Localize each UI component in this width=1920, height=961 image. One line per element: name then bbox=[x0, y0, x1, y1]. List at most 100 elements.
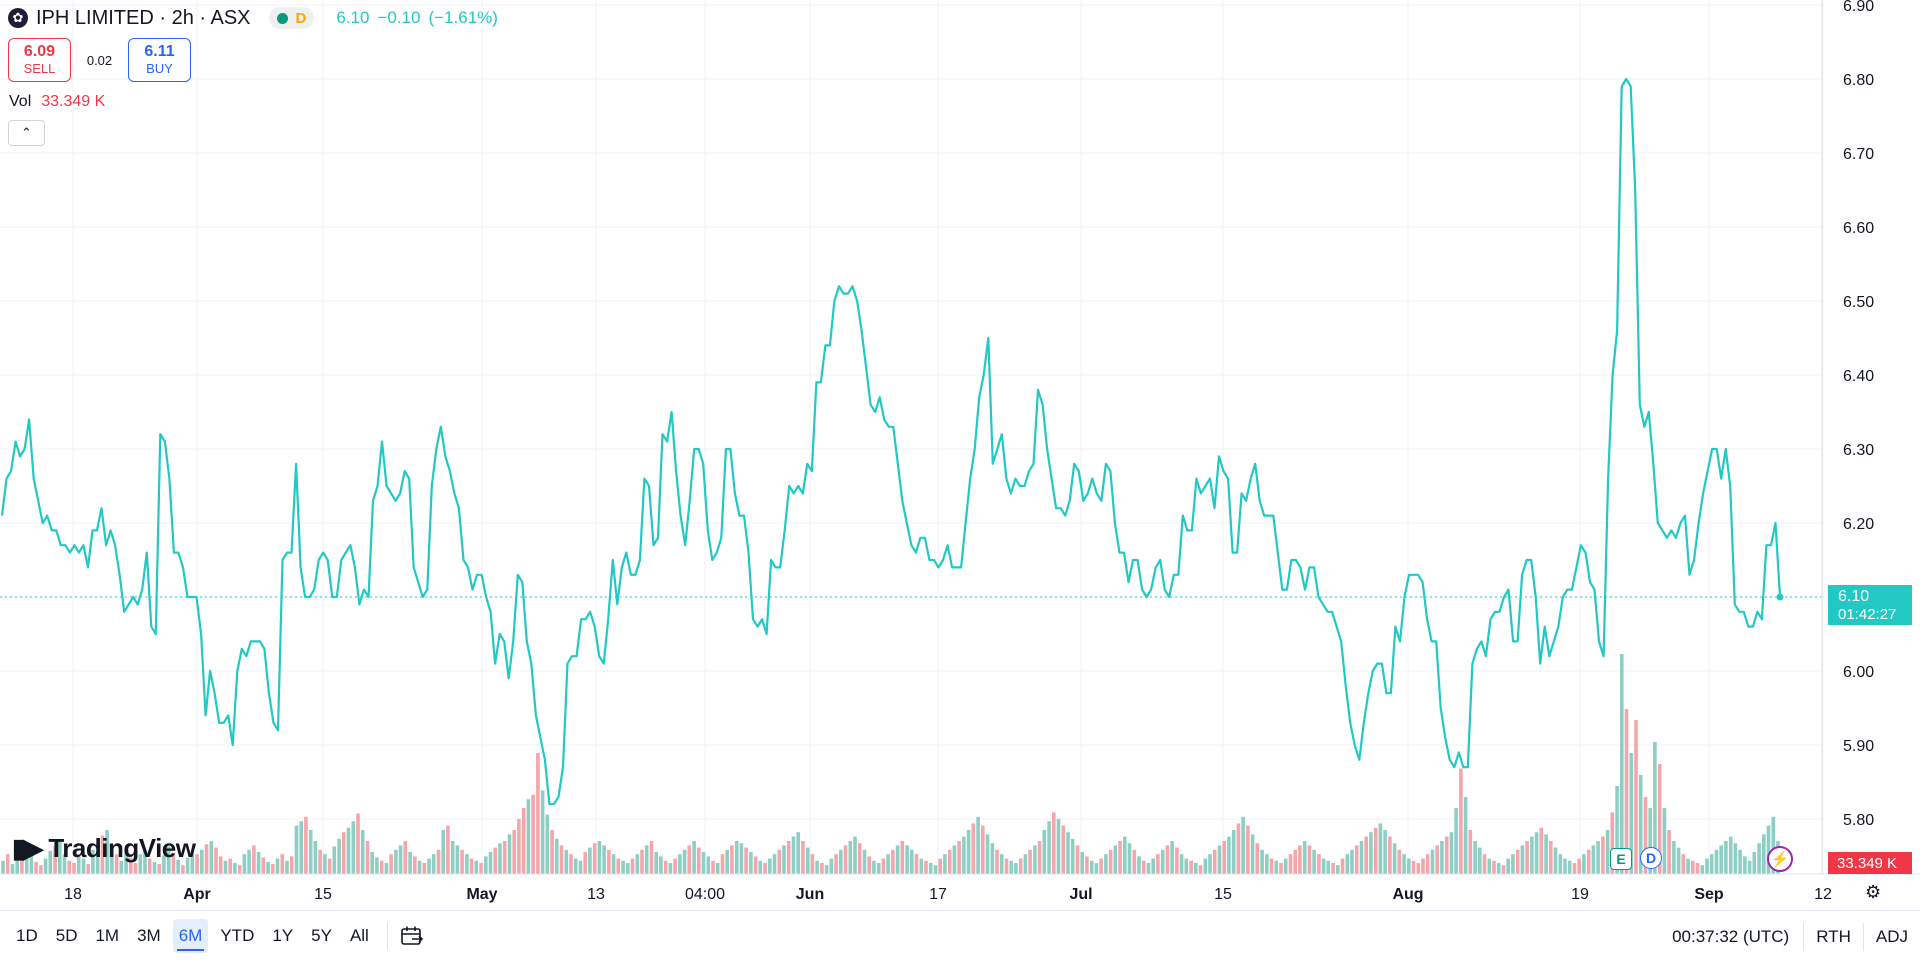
volume-bar bbox=[1265, 854, 1269, 874]
volume-bar bbox=[62, 854, 67, 874]
volume-bar bbox=[133, 863, 138, 874]
range-6m-button[interactable]: 6M bbox=[172, 919, 209, 953]
range-ytd-button[interactable]: YTD bbox=[220, 926, 255, 945]
volume-bar bbox=[1653, 742, 1657, 874]
volume-bar bbox=[1279, 863, 1283, 874]
earnings-event-icon[interactable]: E bbox=[1610, 848, 1632, 870]
volume-bar bbox=[1643, 797, 1648, 874]
volume-bar bbox=[1056, 819, 1061, 874]
calendar-goto-date-icon[interactable] bbox=[400, 925, 424, 947]
dividend-event-icon[interactable]: D bbox=[1640, 847, 1662, 869]
volume-bar bbox=[1553, 847, 1558, 874]
spread-value: 0.02 bbox=[86, 52, 113, 68]
volume-bar bbox=[1662, 808, 1667, 874]
range-3m-button[interactable]: 3M bbox=[137, 926, 161, 945]
volume-bar bbox=[1184, 858, 1189, 874]
tradingview-logo[interactable]: ▮▶ TradingView bbox=[12, 833, 196, 863]
volume-bar bbox=[1733, 843, 1738, 874]
price-axis[interactable]: 5.80 5.90 6.00 6.10 6.20 6.30 6.40 6.50 6.60 6.70… bbox=[0, 0, 1920, 875]
volume-bar bbox=[943, 854, 947, 874]
volume-bar bbox=[1331, 863, 1335, 874]
volume-bar bbox=[417, 860, 422, 874]
volume-bar bbox=[1501, 865, 1506, 874]
volume-bar bbox=[697, 847, 701, 874]
volume-bar bbox=[1023, 854, 1028, 874]
volume-bar bbox=[384, 863, 389, 874]
volume-bar bbox=[91, 849, 95, 874]
volume-bar bbox=[1033, 845, 1037, 874]
time-axis[interactable]: 18 Apr 15 May 13 04:00 Jun 17 Jul 15 Aug 19 Sep 12 bbox=[64, 886, 1832, 903]
volume-bar bbox=[143, 849, 147, 874]
volume-bar bbox=[910, 849, 914, 874]
price-chart[interactable]: 5.80 5.90 6.00 6.10 6.20 6.30 6.40 6.50 6.60 6.70… bbox=[0, 0, 1920, 905]
volume-bar bbox=[682, 849, 687, 874]
volume-bar bbox=[313, 841, 318, 874]
volume-bar bbox=[1307, 845, 1312, 874]
range-1y-button[interactable]: 1Y bbox=[272, 926, 294, 945]
toolbar-divider bbox=[1862, 922, 1864, 951]
volume-bar bbox=[805, 847, 810, 874]
volume-bar bbox=[976, 816, 980, 874]
volume-bar bbox=[1340, 858, 1345, 874]
volume-bar bbox=[1534, 832, 1539, 874]
volume-bar bbox=[1037, 841, 1042, 874]
volume-bar bbox=[351, 821, 356, 874]
volume-bar bbox=[1440, 841, 1444, 874]
last-price-dot bbox=[1776, 593, 1784, 601]
volume-bar bbox=[1672, 841, 1676, 874]
sell-button[interactable]: 6.09 SELL bbox=[8, 38, 71, 82]
volume-bar bbox=[1563, 858, 1567, 874]
range-1m-button[interactable]: 1M bbox=[95, 926, 120, 945]
chart-settings-gear-icon[interactable]: ⚙ bbox=[1865, 882, 1882, 902]
time-tick-label: Jun bbox=[796, 886, 824, 903]
volume-bar bbox=[1530, 836, 1534, 874]
buy-price: 6.11 bbox=[144, 43, 175, 60]
volume-bar bbox=[990, 843, 995, 874]
volume-bar bbox=[1198, 865, 1203, 874]
market-status-pill[interactable]: D bbox=[268, 7, 315, 29]
volume-bar bbox=[692, 841, 696, 874]
volume-bar bbox=[985, 834, 990, 874]
range-1d-button[interactable]: 1D bbox=[16, 926, 38, 945]
volume-bar bbox=[1686, 858, 1690, 874]
volume-bar bbox=[644, 845, 649, 874]
adjust-button[interactable]: ADJ bbox=[1875, 926, 1908, 946]
volume-bar bbox=[469, 858, 474, 874]
chevron-up-icon: ⌃ bbox=[21, 125, 32, 140]
volume-bar bbox=[1160, 849, 1165, 874]
volume-bar bbox=[1629, 753, 1634, 874]
volume-bar bbox=[1648, 808, 1652, 874]
volume-bar bbox=[1762, 834, 1766, 874]
range-5d-button[interactable]: 5D bbox=[55, 926, 78, 945]
volume-bar bbox=[318, 849, 322, 874]
price-change-percent: (−1.61%) bbox=[428, 8, 498, 27]
volume-bar bbox=[649, 841, 654, 874]
volume-bar bbox=[1255, 843, 1260, 874]
volume-bar bbox=[289, 856, 294, 874]
range-all-button[interactable]: All bbox=[349, 926, 369, 945]
volume-bar bbox=[237, 865, 242, 874]
volume-bar bbox=[100, 835, 105, 874]
lightning-icon[interactable]: ⚡ bbox=[1767, 846, 1793, 872]
volume-bar bbox=[1113, 845, 1118, 874]
volume-bar bbox=[1511, 854, 1515, 874]
symbol-title[interactable]: IPH LIMITED · 2h · ASX bbox=[36, 6, 251, 29]
volume-bar bbox=[569, 854, 573, 874]
buy-button[interactable]: 6.11 BUY bbox=[128, 38, 191, 82]
volume-label[interactable]: Vol bbox=[9, 93, 32, 110]
volume-bar bbox=[455, 845, 460, 874]
volume-bar bbox=[678, 854, 682, 874]
volume-bar bbox=[1298, 845, 1302, 874]
utc-clock[interactable]: 00:37:32 (UTC) bbox=[1672, 926, 1790, 946]
volume-bar bbox=[280, 854, 285, 874]
volume-bar bbox=[517, 819, 521, 874]
symbol-logo-icon: ✿ bbox=[8, 8, 28, 28]
volume-bar bbox=[1676, 847, 1681, 874]
volume-bar bbox=[1283, 858, 1288, 874]
range-5y-button[interactable]: 5Y bbox=[311, 926, 332, 945]
session-button[interactable]: RTH bbox=[1816, 926, 1851, 946]
collapse-legend-button[interactable]: ⌃ bbox=[8, 120, 45, 146]
volume-bar bbox=[1066, 832, 1070, 874]
volume-bar bbox=[1104, 854, 1108, 874]
price-tick-label: 6.50 bbox=[1843, 294, 1874, 311]
